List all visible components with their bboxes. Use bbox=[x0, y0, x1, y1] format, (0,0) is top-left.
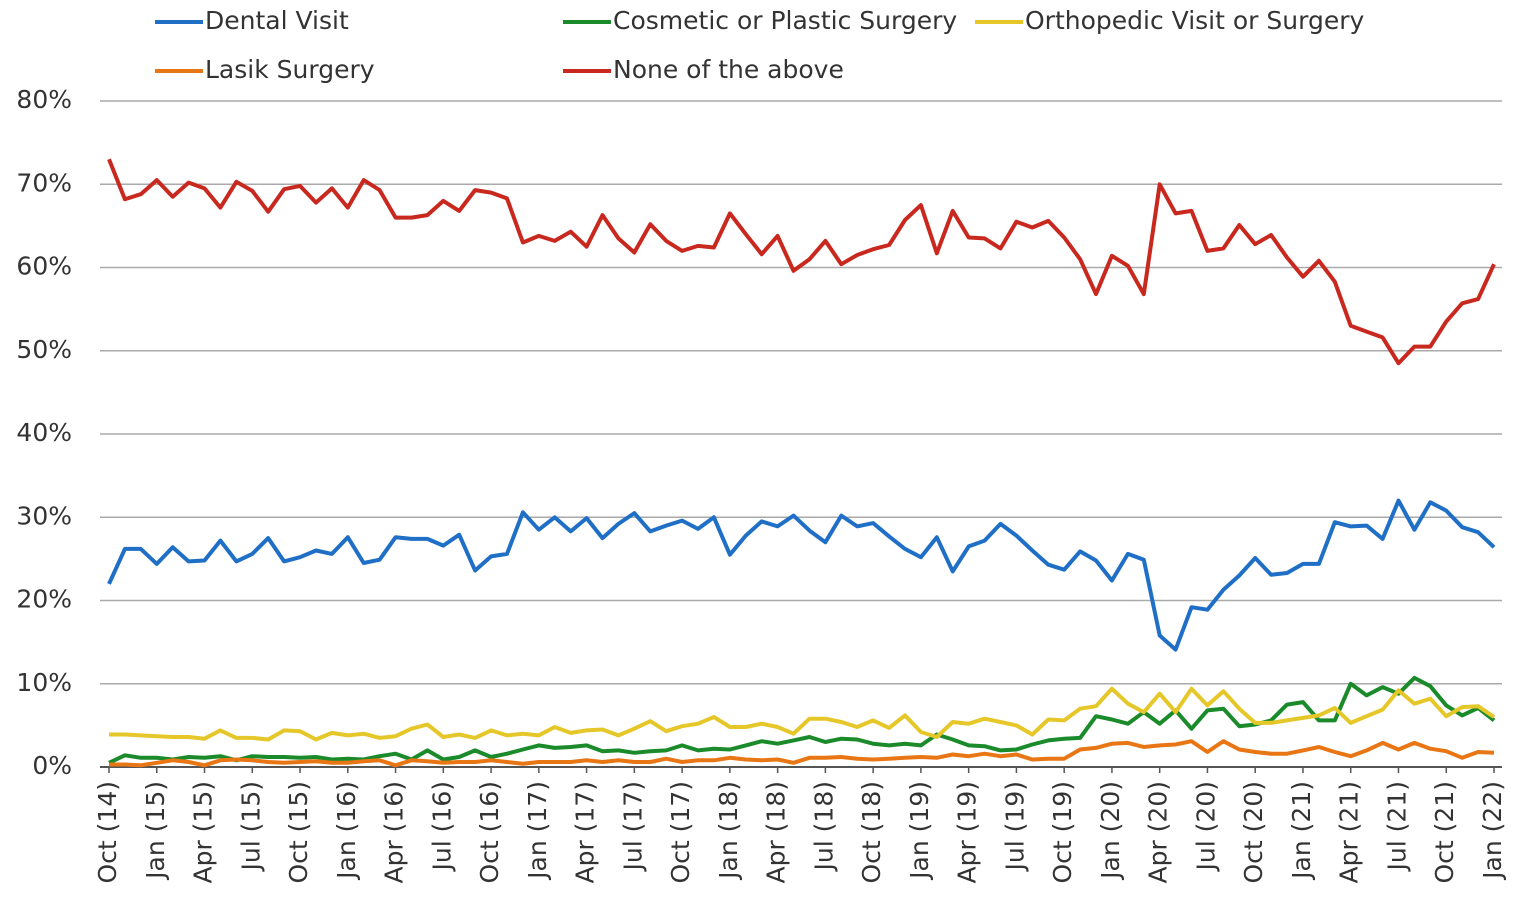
x-tick-label: Jan (22) bbox=[1478, 781, 1507, 881]
x-tick-label: Apr (21) bbox=[1335, 781, 1364, 884]
x-tick-label: Apr (19) bbox=[953, 781, 982, 884]
x-tick-label: Jul (19) bbox=[1000, 781, 1029, 872]
x-tick-label: Jul (16) bbox=[427, 781, 456, 872]
x-tick-label: Apr (17) bbox=[571, 781, 600, 884]
y-tick-label: 40% bbox=[16, 418, 72, 447]
x-tick-label: Jan (21) bbox=[1287, 781, 1316, 881]
x-tick-label: Jan (15) bbox=[141, 781, 170, 881]
x-tick-label: Oct (17) bbox=[666, 781, 695, 884]
y-tick-label: 0% bbox=[32, 751, 72, 780]
x-tick-label: Jul (21) bbox=[1382, 781, 1411, 872]
x-tick-label: Oct (15) bbox=[284, 781, 313, 884]
x-tick-label: Oct (19) bbox=[1048, 781, 1077, 884]
x-tick-label: Apr (18) bbox=[762, 781, 791, 884]
x-tick-label: Jul (17) bbox=[618, 781, 647, 872]
x-tick-label: Apr (15) bbox=[189, 781, 218, 884]
y-tick-label: 10% bbox=[16, 668, 72, 697]
legend-label: Lasik Surgery bbox=[205, 55, 375, 84]
legend-label: None of the above bbox=[613, 55, 844, 84]
y-tick-label: 50% bbox=[16, 335, 72, 364]
x-tick-label: Jan (16) bbox=[332, 781, 361, 881]
y-tick-label: 60% bbox=[16, 252, 72, 281]
x-tick-label: Jul (20) bbox=[1191, 781, 1220, 872]
x-tick-label: Jul (18) bbox=[809, 781, 838, 872]
x-tick-label: Jan (18) bbox=[714, 781, 743, 881]
x-tick-label: Oct (18) bbox=[857, 781, 886, 884]
x-tick-label: Oct (14) bbox=[93, 781, 122, 884]
x-tick-label: Oct (21) bbox=[1430, 781, 1459, 884]
x-tick-label: Jul (15) bbox=[236, 781, 265, 872]
legend-label: Cosmetic or Plastic Surgery bbox=[613, 6, 957, 35]
x-tick-label: Apr (16) bbox=[380, 781, 409, 884]
series-line bbox=[109, 739, 1495, 768]
x-tick-label: Jan (19) bbox=[905, 781, 934, 881]
y-tick-label: 70% bbox=[16, 168, 72, 197]
legend-label: Orthopedic Visit or Surgery bbox=[1025, 6, 1364, 35]
x-tick-label: Oct (20) bbox=[1239, 781, 1268, 884]
y-tick-label: 20% bbox=[16, 585, 72, 614]
x-tick-label: Jan (20) bbox=[1096, 781, 1125, 881]
x-tick-label: Jan (17) bbox=[523, 781, 552, 881]
x-tick-label: Apr (20) bbox=[1144, 781, 1173, 884]
legend-label: Dental Visit bbox=[205, 6, 349, 35]
series-line bbox=[107, 158, 1496, 366]
series-line bbox=[107, 498, 1496, 652]
series-line bbox=[109, 686, 1496, 742]
y-tick-label: 80% bbox=[16, 85, 72, 114]
x-tick-label: Oct (16) bbox=[475, 781, 504, 884]
y-tick-label: 30% bbox=[16, 501, 72, 530]
